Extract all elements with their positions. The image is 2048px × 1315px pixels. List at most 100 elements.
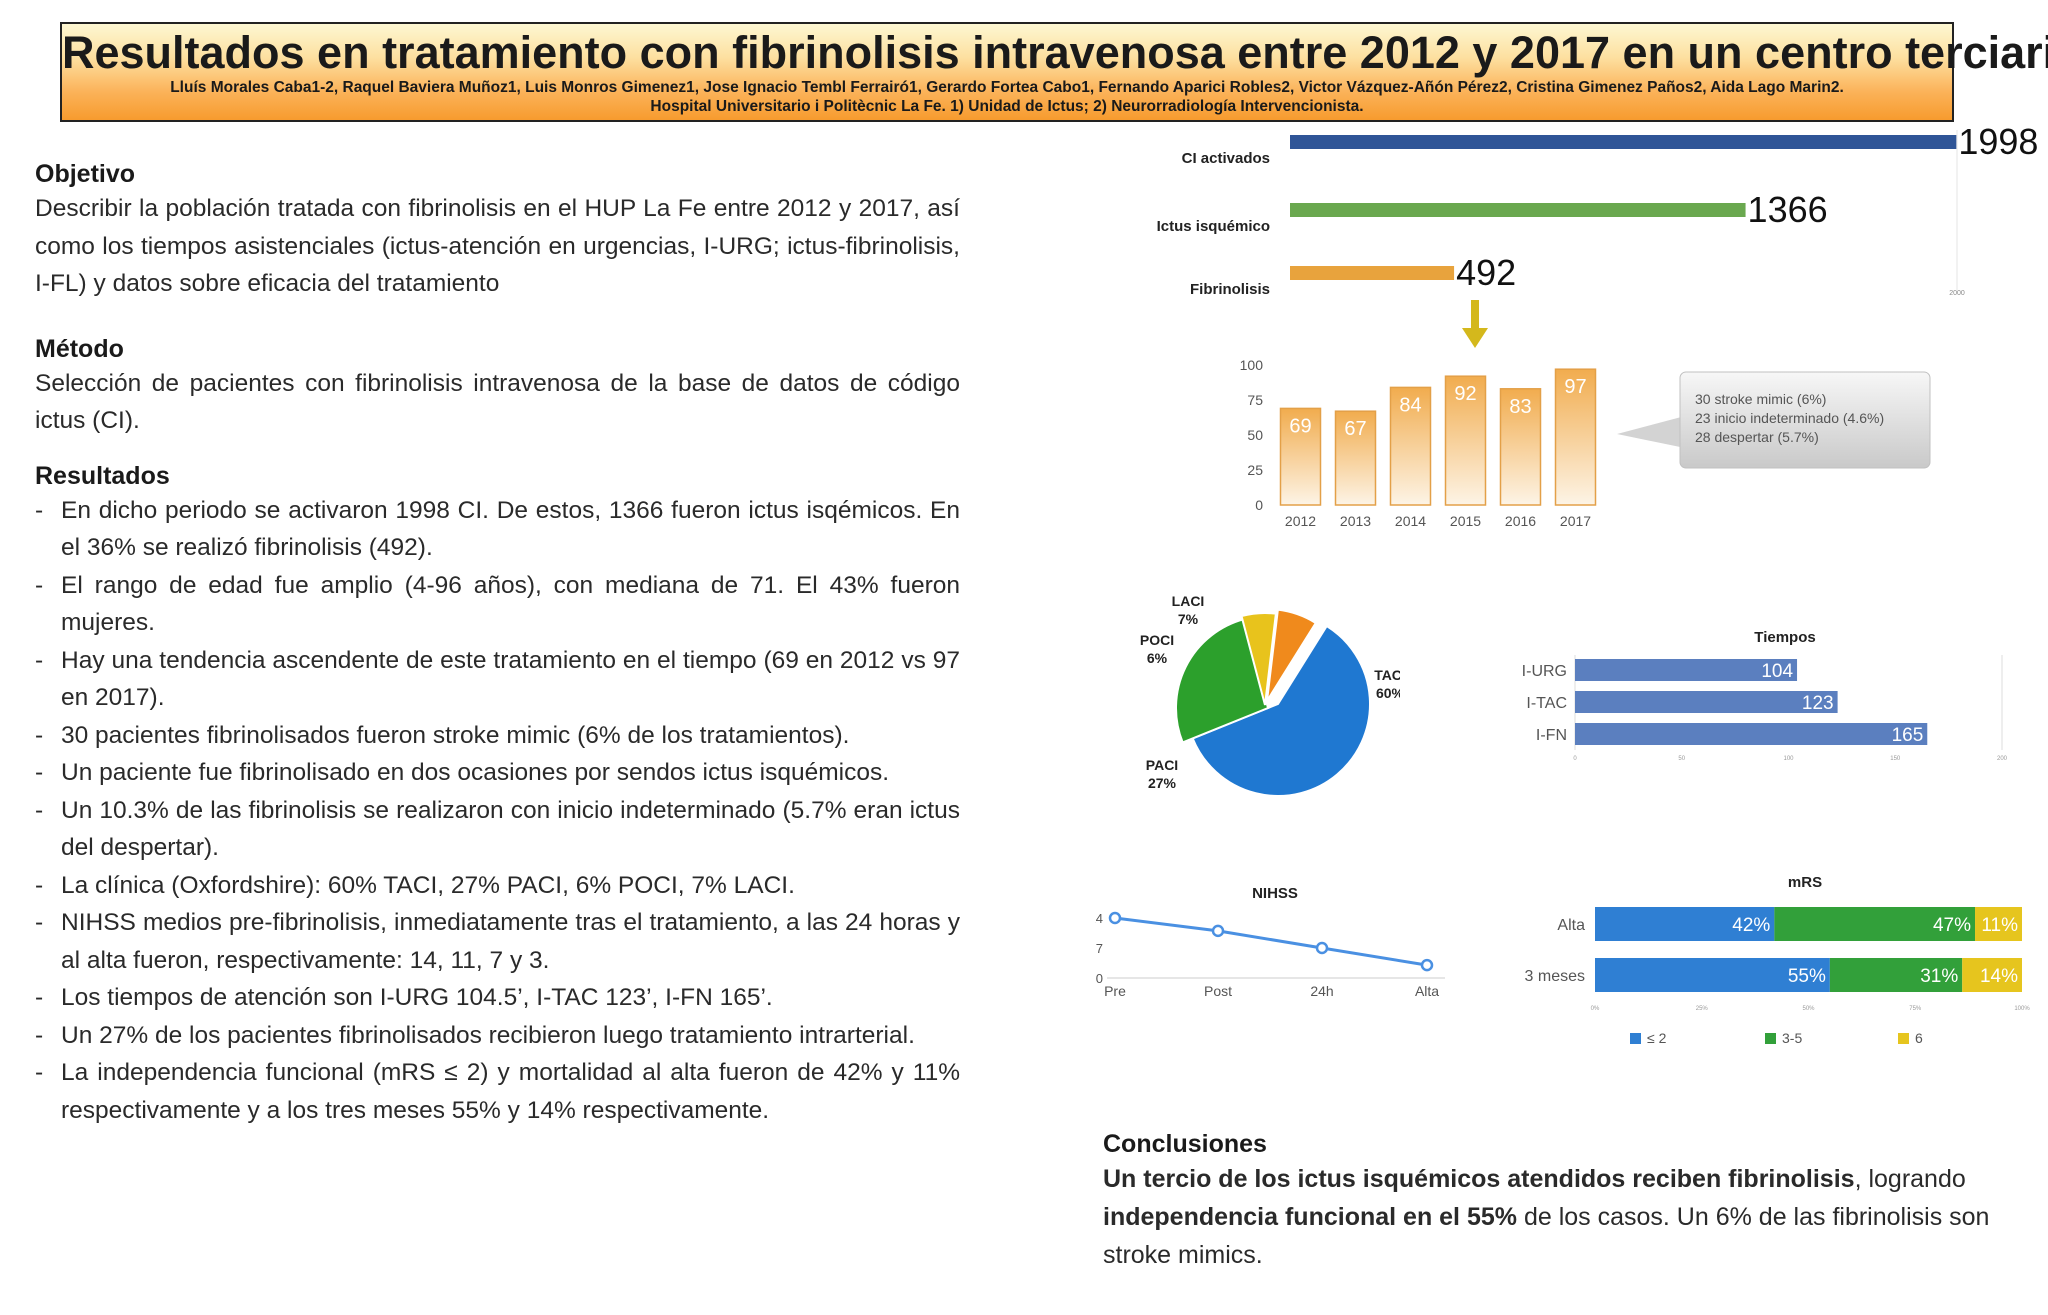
mrs-stacked-bar-chart: mRS 42% 47% 11% Alta 55% 31% 14% 3 meses 0% 25% 50%… [1525,874,2031,1046]
bar-segment [1975,907,2022,941]
x-tick-label: 150 [1890,756,1901,762]
data-label: 104 [1761,661,1793,682]
category-label: I-TAC [1526,695,1567,712]
data-label: 11% [1981,915,2018,936]
list-item: Hay una tendencia ascendente de este tra… [35,642,960,717]
objetivo-heading: Objetivo [35,160,136,188]
slice-label: TACI [1374,667,1400,683]
bar [1290,203,1746,217]
bar-segment [1774,907,1976,941]
pie-slice [1240,612,1278,706]
category-label: Ictus isquémico [1157,218,1270,235]
bar [1290,135,1957,149]
bar-segment [1595,907,1775,941]
list-item: Un paciente fue fibrinolisado en dos oca… [35,754,960,792]
bar [1444,375,1487,506]
data-point [1420,958,1434,972]
bar-segment [1829,958,1963,992]
data-label: 42% [1732,915,1770,936]
oxfordshire-pie-chart: TACI 60% PACI 27% POCI 6% LACI 7% [1140,593,1400,797]
tick-label: 2000 [1949,290,1965,297]
slice-value: 27% [1148,775,1177,791]
series-line [1114,916,1428,967]
x-tick-label: 2014 [1395,513,1426,529]
tiempos-bar-chart: Tiempos 0 50 100 150 200 104 I-URG 123 I-TAC 165 I-… [1522,629,2008,762]
category-label: 3 meses [1525,968,1585,985]
metodo-heading: Método [35,334,124,363]
y-tick-label: 0 [1096,971,1103,986]
x-tick-label: 50 [1678,756,1685,762]
down-arrow-icon [1462,300,1488,348]
x-tick-label: 25% [1696,1006,1709,1012]
chart-title: mRS [1788,874,1822,891]
conclusiones-text-2: de los casos. Un 6% de las fibrinolisis … [1103,1203,1990,1269]
legend-swatch [1765,1033,1776,1044]
category-label: Alta [1557,917,1585,934]
y-tick-label: 75 [1247,392,1263,408]
data-point [1211,924,1225,938]
slice-value: 6% [1147,650,1168,666]
data-label: 165 [1892,725,1924,746]
left-column: Objetivo Describir la población tratada … [35,158,960,1129]
data-label: 55% [1788,966,1826,987]
data-label: 123 [1802,693,1834,714]
x-tick-label: 75% [1909,1006,1922,1012]
data-label: 47% [1933,915,1971,936]
conclusiones-bold-2: independencia funcional en el 55% [1103,1203,1517,1231]
objetivo-section: Objetivo Describir la población tratada … [35,158,960,303]
bar-segment [1962,958,2022,992]
bar-segment [1595,958,1830,992]
x-tick-label: 100% [2014,1006,2030,1012]
y-tick-label: 14 [1095,911,1103,926]
totals-bar-chart: 2000 CI activados 1998 Ictus isquémico 1366 F… [1157,125,2039,298]
x-tick-label: Alta [1415,983,1439,999]
conclusiones-heading: Conclusiones [1103,1130,1267,1158]
data-label: 92 [1454,383,1476,405]
conclusiones-section: Conclusiones Un tercio de los ictus isqu… [1103,1128,2003,1274]
data-label: 31% [1920,966,1958,987]
slice-label: PACI [1146,757,1178,773]
x-tick-label: 50% [1802,1006,1815,1012]
y-tick-label: 50 [1247,427,1263,443]
objetivo-text: Describir la población tratada con fibri… [35,195,960,297]
data-label: 67 [1344,418,1366,440]
x-tick-label: 2012 [1285,513,1316,529]
list-item: Un 27% de los pacientes fibrinolisados r… [35,1017,960,1055]
metodo-text: Selección de pacientes con fibrinolisis … [35,369,960,435]
x-tick-label: 24h [1310,983,1333,999]
category-label: I-URG [1522,663,1567,680]
x-tick-label: 100 [1783,756,1794,762]
legend-label: ≤ 2 [1647,1030,1667,1046]
yearly-bar-chart: 0 25 50 75 100 69 2012 67 2013 84 2014 92 2015 83 2016… [1240,357,1597,529]
x-tick-label: 2017 [1560,513,1591,529]
y-tick-label: 7 [1096,941,1103,956]
data-label: 84 [1399,394,1421,416]
poster-title: Resultados en tratamiento con fibrinolis… [62,27,2048,78]
nihss-line-chart: NIHSS 0 7 14 Pre Post 24h Alta [1095,885,1445,999]
list-item: En dicho periodo se activaron 1998 CI. D… [35,492,960,567]
bar [1290,266,1455,280]
slice-value: 7% [1178,611,1199,627]
x-tick-label: 2016 [1505,513,1536,529]
x-tick-label: 0 [1573,756,1577,762]
bar [1499,388,1542,506]
list-item: 30 pacientes fibrinolisados fueron strok… [35,717,960,755]
legend-swatch [1898,1033,1909,1044]
pie-slice [1266,608,1318,702]
chart-title: NIHSS [1252,885,1298,902]
x-tick-label: Post [1204,983,1232,999]
legend-swatch [1630,1033,1641,1044]
data-label: 14% [1980,966,2018,987]
data-label: 69 [1289,415,1311,437]
pie-slice [1175,617,1270,744]
callout-line: 30 stroke mimic (6%) [1695,391,1826,407]
slice-value: 60% [1376,685,1400,701]
category-label: I-FN [1536,727,1567,744]
bar [1334,410,1377,506]
list-item: La clínica (Oxfordshire): 60% TACI, 27% … [35,867,960,905]
resultados-heading: Resultados [35,461,170,490]
data-label: 1998 [1958,125,2038,162]
data-point [1108,911,1122,925]
bar [1389,386,1432,506]
callout-line: 23 inicio indeterminado (4.6%) [1695,410,1884,426]
